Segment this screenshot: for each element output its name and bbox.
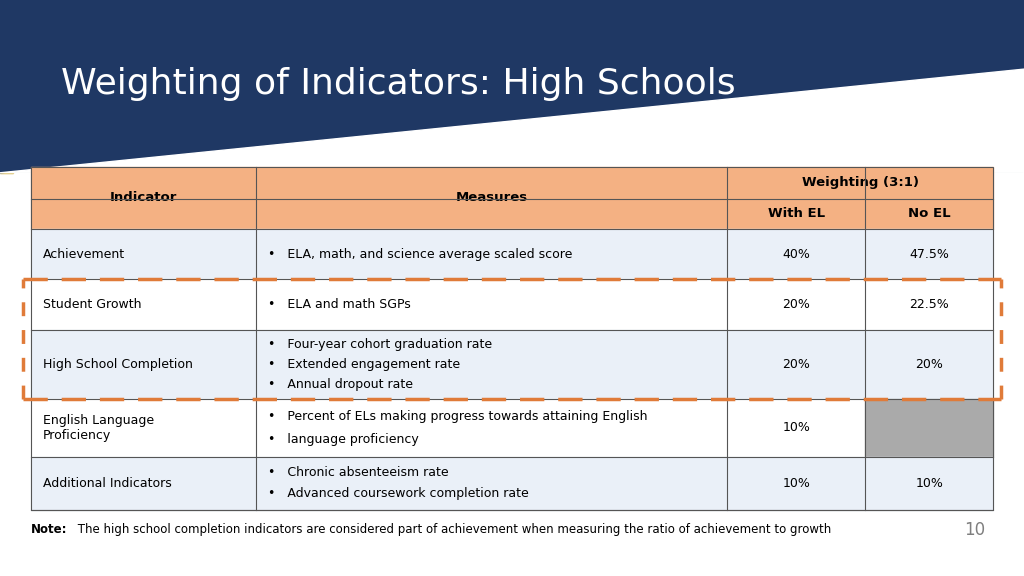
Bar xyxy=(865,279,993,330)
Bar xyxy=(727,229,865,279)
Text: 10%: 10% xyxy=(915,477,943,490)
Text: •   ELA and math SGPs: • ELA and math SGPs xyxy=(268,298,411,311)
Text: Note:: Note: xyxy=(31,524,68,536)
Bar xyxy=(865,199,993,229)
Text: 10%: 10% xyxy=(782,477,810,490)
Bar xyxy=(256,330,727,399)
Bar xyxy=(0,0,1024,173)
Bar xyxy=(865,229,993,279)
Text: 20%: 20% xyxy=(782,298,810,311)
Text: 10: 10 xyxy=(964,521,985,539)
Text: With EL: With EL xyxy=(768,207,824,220)
Bar xyxy=(865,330,993,399)
Bar xyxy=(727,330,865,399)
Bar xyxy=(256,167,727,229)
Text: •   language proficiency: • language proficiency xyxy=(268,433,419,446)
Bar xyxy=(727,457,865,510)
Text: •   Extended engagement rate: • Extended engagement rate xyxy=(268,358,461,371)
Text: Weighting of Indicators: High Schools: Weighting of Indicators: High Schools xyxy=(61,66,736,101)
Bar xyxy=(865,457,993,510)
Text: •   Percent of ELs making progress towards attaining English: • Percent of ELs making progress towards… xyxy=(268,410,648,423)
Bar xyxy=(31,457,256,510)
Bar xyxy=(31,167,256,229)
Bar xyxy=(727,167,993,199)
Bar xyxy=(256,399,727,457)
Bar xyxy=(256,229,727,279)
Polygon shape xyxy=(0,69,1024,173)
Bar xyxy=(256,457,727,510)
Bar xyxy=(0,0,13,173)
Text: 10%: 10% xyxy=(782,422,810,434)
Bar xyxy=(727,399,865,457)
Text: Weighting (3:1): Weighting (3:1) xyxy=(802,176,919,190)
Text: 20%: 20% xyxy=(915,358,943,371)
Text: •   Advanced coursework completion rate: • Advanced coursework completion rate xyxy=(268,487,529,501)
Bar xyxy=(31,279,256,330)
Bar xyxy=(31,399,256,457)
Text: Student Growth: Student Growth xyxy=(43,298,141,311)
Text: Achievement: Achievement xyxy=(43,248,125,260)
Text: •   Chronic absenteeism rate: • Chronic absenteeism rate xyxy=(268,466,449,479)
Text: 47.5%: 47.5% xyxy=(909,248,949,260)
Bar xyxy=(727,199,865,229)
Text: High School Completion: High School Completion xyxy=(43,358,193,371)
Bar xyxy=(256,279,727,330)
Bar xyxy=(0,173,1024,576)
Text: •   ELA, math, and science average scaled score: • ELA, math, and science average scaled … xyxy=(268,248,572,260)
Text: Indicator: Indicator xyxy=(110,191,177,204)
Text: •   Four-year cohort graduation rate: • Four-year cohort graduation rate xyxy=(268,338,493,351)
Text: •   Annual dropout rate: • Annual dropout rate xyxy=(268,378,414,391)
Text: The high school completion indicators are considered part of achievement when me: The high school completion indicators ar… xyxy=(74,524,831,536)
Text: 22.5%: 22.5% xyxy=(909,298,949,311)
Bar xyxy=(727,279,865,330)
Text: English Language
Proficiency: English Language Proficiency xyxy=(43,414,155,442)
Text: Measures: Measures xyxy=(456,191,527,204)
Bar xyxy=(31,330,256,399)
Text: No EL: No EL xyxy=(908,207,950,220)
Text: 20%: 20% xyxy=(782,358,810,371)
Bar xyxy=(0,173,1024,576)
Polygon shape xyxy=(0,0,1024,173)
Text: Additional Indicators: Additional Indicators xyxy=(43,477,172,490)
Text: 40%: 40% xyxy=(782,248,810,260)
Bar xyxy=(865,399,993,457)
Bar xyxy=(31,167,993,510)
Bar xyxy=(31,229,256,279)
